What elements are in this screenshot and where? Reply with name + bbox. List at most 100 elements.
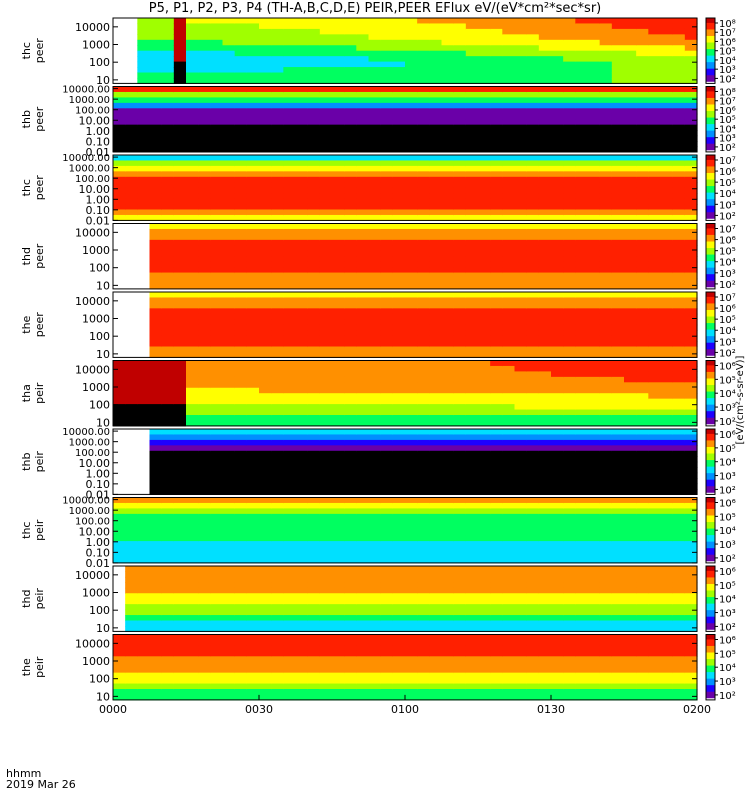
spectrogram-cell [465, 39, 479, 46]
spectrogram-cell [125, 398, 138, 405]
spectrogram-cell [161, 182, 175, 189]
spectrogram-cell [672, 187, 686, 194]
spectrogram-cell [587, 308, 601, 315]
spectrogram-cell [453, 365, 467, 372]
spectrogram-cell [453, 204, 467, 211]
spectrogram-cell [648, 546, 662, 553]
spectrogram-cell [271, 250, 284, 257]
spectrogram-cell [198, 278, 211, 285]
spectrogram-cell [611, 39, 625, 46]
spectrogram-cell [636, 261, 649, 268]
spectrogram-cell [538, 204, 552, 211]
spectrogram-cell [125, 519, 138, 526]
spectrogram-cell [319, 461, 333, 468]
spectrogram-cell [186, 171, 199, 178]
colorbar-segment [706, 306, 715, 309]
spectrogram-cell [478, 351, 491, 358]
spectrogram-cell [368, 113, 382, 120]
spectrogram-cell [234, 461, 248, 468]
spectrogram-cell [502, 146, 516, 153]
spectrogram-cell [246, 228, 260, 235]
spectrogram-cell [380, 420, 394, 427]
spectrogram-cell [624, 283, 637, 290]
spectrogram-cell [490, 165, 503, 172]
spectrogram-cell [149, 209, 163, 216]
spectrogram-cell [392, 141, 406, 148]
spectrogram-cell [319, 239, 333, 246]
spectrogram-cell [478, 261, 491, 268]
colorbar-tick-label: 10⁵ [719, 115, 736, 126]
spectrogram-cell [113, 209, 126, 216]
spectrogram-cell [161, 72, 175, 79]
spectrogram-cell [636, 124, 649, 131]
spectrogram-cell [672, 557, 686, 564]
spectrogram-cell [453, 77, 467, 84]
spectrogram-cell [514, 365, 528, 372]
spectrogram-cell [624, 398, 637, 405]
spectrogram-cell [684, 171, 698, 178]
spectrogram-cell [526, 519, 540, 526]
spectrogram-cell [125, 160, 138, 167]
spectrogram-cell [198, 77, 211, 84]
spectrogram-cell [271, 91, 284, 98]
spectrogram-cell [295, 371, 309, 378]
spectrogram-cell [441, 535, 455, 542]
spectrogram-cell [186, 146, 199, 153]
spectrogram-cell [295, 165, 309, 172]
spectrogram-cell [392, 272, 406, 279]
spectrogram-cell [368, 45, 382, 52]
spectrogram-cell [356, 124, 370, 131]
colorbar-segment [706, 156, 715, 159]
spectrogram-cell [344, 176, 357, 183]
spectrogram-cell [429, 292, 443, 299]
spectrogram-cell [660, 34, 674, 41]
spectrogram-cell [538, 160, 552, 167]
spectrogram-cell [429, 67, 443, 74]
spectrogram-cell [271, 409, 284, 416]
spectrogram-cell [453, 102, 467, 109]
spectrogram-cell [538, 488, 552, 495]
colorbar-segment [706, 49, 715, 52]
spectrogram-cell [453, 513, 467, 520]
spectrogram-cell [186, 324, 199, 331]
spectrogram-cell [648, 497, 662, 504]
spectrogram-cell [465, 502, 479, 509]
spectrogram-cell [380, 478, 394, 485]
spectrogram-cell [648, 415, 662, 422]
spectrogram-cell [307, 198, 321, 205]
spectrogram-cell [368, 146, 382, 153]
spectrogram-cell [259, 351, 272, 358]
spectrogram-cell [490, 182, 503, 189]
spectrogram-cell [405, 461, 418, 468]
spectrogram-cell [283, 228, 297, 235]
spectrogram-cell [599, 119, 613, 126]
spectrogram-cell [441, 552, 455, 559]
spectrogram-cell [611, 541, 625, 548]
spectrogram-cell [246, 387, 260, 394]
spectrogram-cell [222, 97, 236, 104]
spectrogram-cell [392, 313, 406, 320]
colorbar-tick-label: 10⁶ [719, 37, 736, 48]
spectrogram-cell [271, 335, 284, 342]
spectrogram-cell [198, 72, 211, 79]
spectrogram-cell [490, 393, 503, 400]
spectrogram-cell [575, 478, 589, 485]
spectrogram-cell [611, 292, 625, 299]
spectrogram-cell [478, 141, 491, 148]
colorbar-tick-label: 10³ [719, 134, 736, 145]
spectrogram-cell [271, 434, 284, 441]
spectrogram-cell [465, 256, 479, 263]
spectrogram-cell [478, 346, 491, 353]
spectrogram-cell [478, 535, 491, 542]
spectrogram-cell [149, 535, 163, 542]
spectrogram-cell [611, 193, 625, 200]
spectrogram-cell [259, 552, 272, 559]
spectrogram-cell [283, 187, 297, 194]
spectrogram-cell [417, 18, 430, 25]
spectrogram-cell [490, 371, 503, 378]
spectrogram-cell [453, 261, 467, 268]
spectrogram-cell [465, 508, 479, 515]
spectrogram-cell [161, 456, 175, 463]
spectrogram-cell [575, 141, 589, 148]
spectrogram-cell [392, 209, 406, 216]
